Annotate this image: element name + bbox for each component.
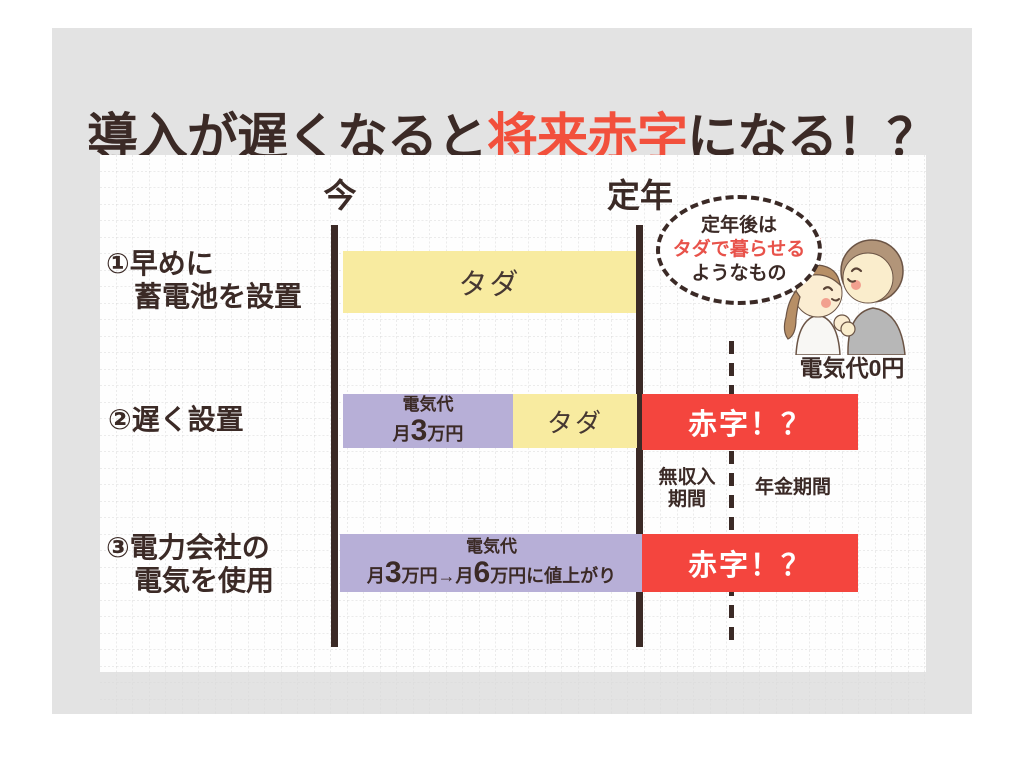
- row2-free-text: タダ: [546, 407, 603, 438]
- timeline-chart: 今 定年 ①早めに 蓄電池を設置 タダ 定年後は タダで暮らせる ようなもの: [100, 155, 926, 714]
- row2-cost-amount: 月 3 万円: [393, 415, 464, 447]
- row2-cost-big: 3: [410, 413, 428, 447]
- row1-free-bar: タダ: [343, 251, 636, 313]
- row2-cost-pre: 月: [392, 423, 411, 444]
- row3-cost-c1: 月: [366, 565, 385, 586]
- bubble-line2: タダで暮らせる: [672, 239, 806, 261]
- row3-cost-b2: 6: [473, 555, 491, 589]
- row3-cost-amount: 月 3 万円→月 6 万円に値上がり: [367, 557, 616, 589]
- pension-start-dashed-line: [729, 341, 734, 649]
- row3-deficit-bar: 赤字！？: [642, 534, 858, 592]
- retirement-line: [636, 225, 643, 647]
- row1-label-line2: 蓄電池を設置: [134, 281, 303, 313]
- row3-label-line2: 電気を使用: [134, 565, 275, 597]
- row1-label-line1: ①早めに: [106, 248, 214, 279]
- bubble-line1: 定年後は: [700, 215, 777, 237]
- axis-label-now: 今: [323, 177, 357, 214]
- bubble-line3: ようなもの: [691, 262, 787, 284]
- row2-cost-title: 電気代: [402, 394, 454, 414]
- no-income-line2: 期間: [667, 488, 707, 510]
- row3-cost-c2: 万円→月: [401, 565, 474, 586]
- row2-label: ②遅く設置: [108, 403, 244, 436]
- row3-cost-b1: 3: [384, 555, 402, 589]
- row2-free-bar: タダ: [513, 394, 637, 448]
- row1-free-text: タダ: [458, 269, 521, 301]
- axis-label-retirement: 定年: [607, 177, 673, 214]
- happy-couple-illustration: [783, 232, 906, 355]
- row3-label-line1: ③電力会社の: [106, 532, 270, 563]
- row3-cost-title: 電気代: [466, 536, 517, 556]
- row3-cost-c3: 万円に値上がり: [490, 565, 617, 586]
- pension-period-label: 年金期間: [754, 477, 832, 498]
- no-income-period-label: 無収入 期間: [658, 467, 715, 511]
- speech-bubble: 定年後は タダで暮らせる ようなもの: [656, 195, 822, 305]
- row3-deficit-text: 赤字！？: [687, 550, 812, 582]
- row2-label-line1: ②遅く設置: [108, 404, 244, 435]
- no-income-line1: 無収入: [658, 467, 716, 488]
- clasped-hands: [833, 314, 856, 337]
- row3-cost-bar: 電気代 月 3 万円→月 6 万円に値上がり: [340, 534, 643, 592]
- zero-cost-caption: 電気代0円: [799, 355, 905, 381]
- slide-background: 導入が遅くなると将来赤字になる！？ 今 定年 ①早めに 蓄電: [52, 28, 972, 714]
- row3-label: ③電力会社の 電気を使用: [106, 531, 274, 597]
- now-line: [331, 225, 338, 647]
- row2-deficit-text: 赤字！？: [687, 409, 812, 441]
- woman-figure: [783, 264, 843, 355]
- row2-deficit-bar: 赤字！？: [642, 394, 858, 450]
- row2-cost-suf: 万円: [427, 423, 464, 444]
- row2-cost-bar: 電気代 月 3 万円: [343, 394, 513, 448]
- row1-label: ①早めに 蓄電池を設置: [106, 247, 302, 313]
- man-figure: [840, 239, 906, 355]
